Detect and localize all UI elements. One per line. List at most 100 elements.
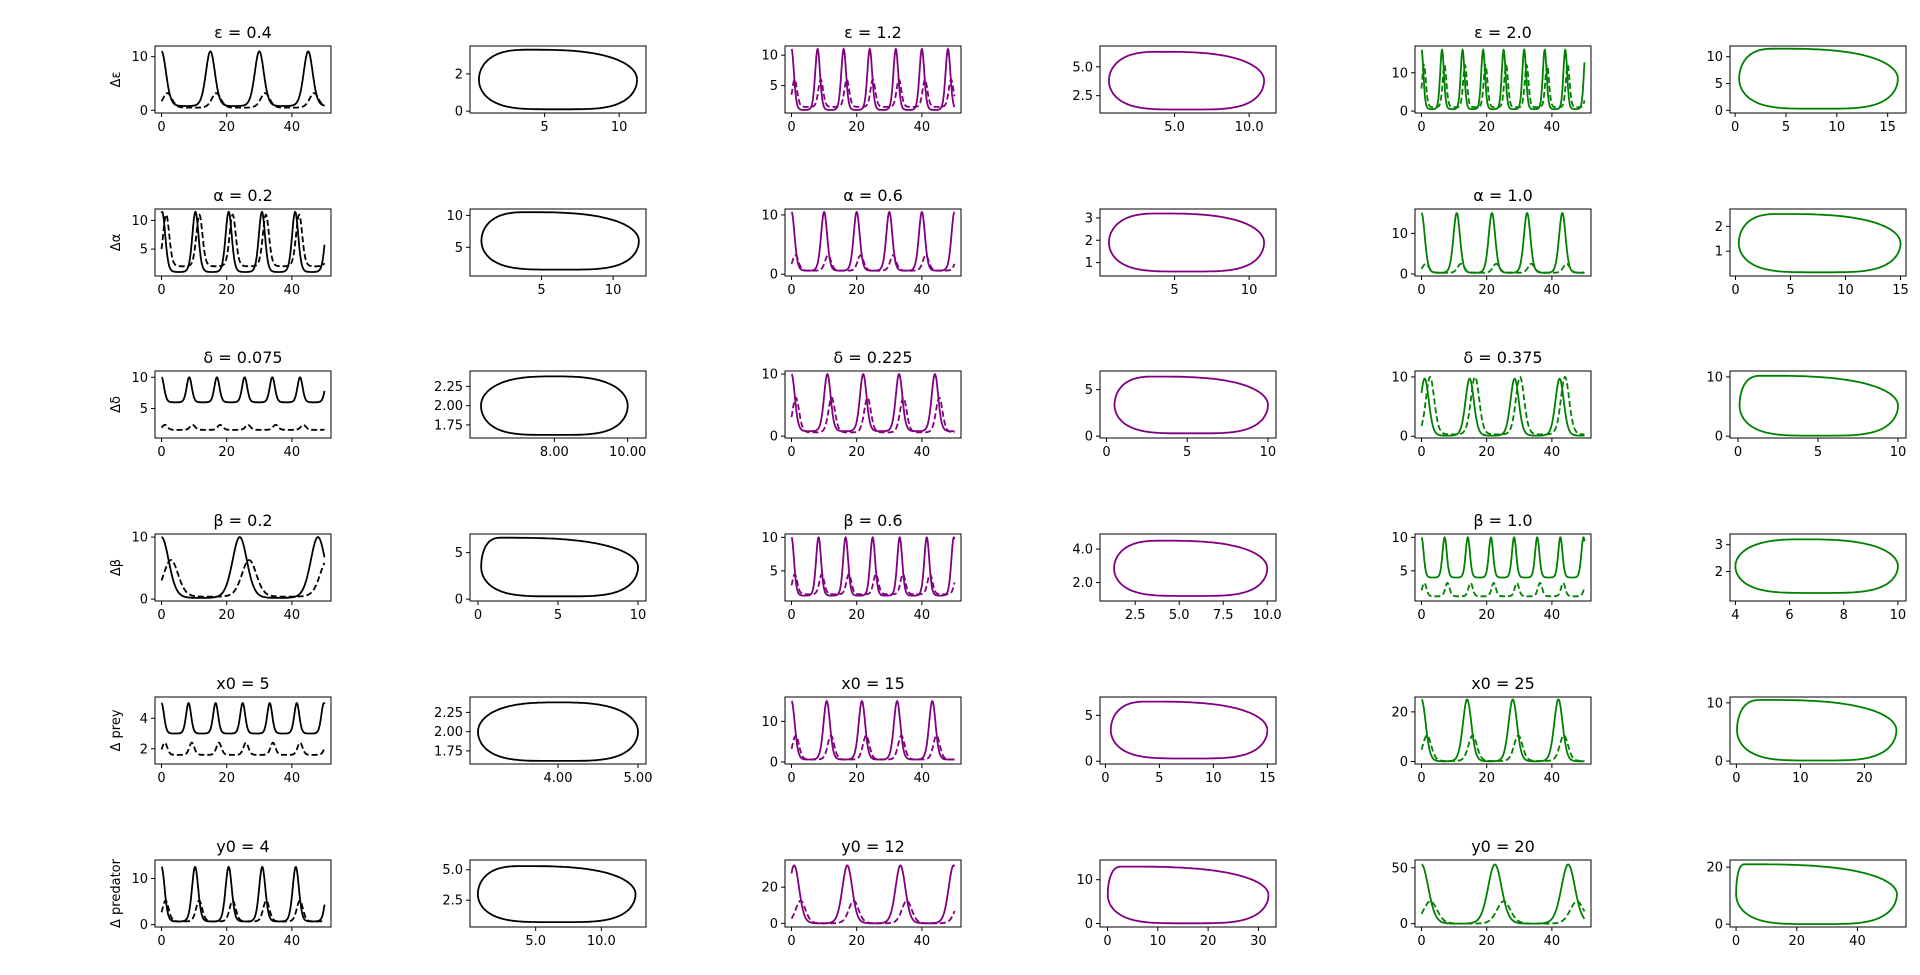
predator-series-line: [790, 78, 956, 108]
x-tick-label: 40: [914, 771, 931, 786]
x-tick-label: 10.0: [587, 934, 616, 949]
y-tick-label: 5: [455, 546, 463, 561]
axes-frame: [1099, 859, 1277, 928]
x-tick-label: 0: [157, 771, 165, 786]
x-tick-label: 5: [1155, 771, 1163, 786]
x-tick-label: 40: [1544, 120, 1561, 135]
y-tick-label: 0: [1400, 105, 1408, 120]
prey-series-line: [790, 210, 956, 272]
x-tick-label: 4: [1731, 608, 1739, 623]
x-tick-label: 0: [787, 283, 795, 298]
y-tick-label: 20: [761, 881, 778, 896]
phase-portrait-panel: 0 5 10 0 5: [455, 533, 647, 623]
x-tick-label: 40: [1544, 771, 1561, 786]
x-tick-label: 10: [1260, 445, 1277, 460]
x-tick-label: 5.00: [624, 771, 653, 786]
time-series-panel: 0 20 40 5 10 ε = 1.2: [761, 23, 962, 135]
phase-portrait-panel: 0 5 10 15 1 2: [1715, 208, 1909, 298]
y-tick-label: 0: [770, 755, 778, 770]
panel-title: α = 0.6: [843, 186, 903, 205]
y-tick-label: 10: [1391, 531, 1408, 546]
x-tick-label: 0: [157, 445, 165, 460]
y-tick-label: 5: [140, 402, 148, 417]
panel-title: β = 1.0: [1473, 511, 1532, 530]
y-tick-label: 2: [140, 742, 148, 757]
y-tick-label: 10: [446, 209, 463, 224]
y-tick-label: 5.0: [442, 863, 463, 878]
y-tick-label: 20: [1391, 705, 1408, 720]
axes-frame: [1099, 696, 1277, 765]
panel-title: y0 = 12: [841, 837, 905, 856]
time-series-panel: 0 20 40 5 10 δ = 0.075 Δδ: [109, 348, 332, 460]
phase-orbit-line: [1106, 865, 1270, 925]
x-tick-label: 20: [218, 120, 235, 135]
x-tick-label: 10: [611, 120, 628, 135]
x-tick-label: 5: [1170, 283, 1178, 298]
axes-frame: [1729, 208, 1907, 277]
x-tick-label: 0: [787, 934, 795, 949]
x-tick-label: 0: [157, 608, 165, 623]
y-tick-label: 0: [140, 918, 148, 933]
y-tick-label: 0: [770, 917, 778, 932]
y-tick-label: 0: [1400, 917, 1408, 932]
x-tick-label: 20: [848, 771, 865, 786]
y-tick-label: 50: [1391, 861, 1408, 876]
x-tick-label: 20: [1478, 608, 1495, 623]
x-tick-label: 40: [914, 934, 931, 949]
y-tick-label: 10: [131, 531, 148, 546]
time-series-panel: 0 20 40 0 10 α = 0.6: [761, 186, 962, 298]
phase-orbit-line: [480, 536, 639, 598]
panel-title: ε = 2.0: [1474, 23, 1532, 42]
panel-title: x0 = 5: [216, 674, 269, 693]
y-tick-label: 2.5: [442, 894, 463, 909]
x-tick-label: 0: [1734, 445, 1742, 460]
y-axis-label: Δβ: [109, 559, 124, 576]
prey-series-line: [1421, 863, 1586, 925]
x-tick-label: 40: [284, 120, 301, 135]
y-tick-label: 2: [1715, 220, 1723, 235]
y-tick-label: 5: [770, 564, 778, 579]
x-tick-label: 40: [284, 934, 301, 949]
phase-portrait-panel: 0 10 20 0 10: [1706, 696, 1907, 786]
y-tick-label: 2.5: [1072, 89, 1093, 104]
x-tick-label: 10.00: [609, 445, 646, 460]
y-tick-label: 10: [1391, 370, 1408, 385]
y-tick-label: 20: [1706, 861, 1723, 876]
y-tick-label: 0: [455, 105, 463, 120]
y-axis-label: Δ prey: [109, 709, 124, 751]
prey-series-line: [1421, 698, 1585, 763]
predator-series-line: [160, 92, 325, 109]
time-series-panel: 0 20 40 0 10 ε = 0.4 Δε: [109, 23, 332, 135]
y-tick-label: 10: [131, 50, 148, 65]
axes-frame: [784, 696, 962, 765]
phase-orbit-line: [1109, 700, 1269, 760]
x-tick-label: 10: [630, 608, 647, 623]
phase-orbit-line: [1736, 699, 1898, 762]
x-tick-label: 5: [1782, 120, 1790, 135]
x-tick-label: 40: [1849, 934, 1866, 949]
x-tick-label: 0: [1417, 934, 1425, 949]
x-tick-label: 40: [284, 608, 301, 623]
y-tick-label: 0: [1085, 430, 1093, 445]
axes-frame: [469, 370, 647, 439]
x-tick-label: 0: [1731, 283, 1739, 298]
panel-title: x0 = 15: [841, 674, 905, 693]
y-tick-label: 2: [455, 67, 463, 82]
phase-portrait-panel: 0 5 10 15 0 5: [1085, 696, 1277, 786]
x-tick-label: 0: [1103, 934, 1111, 949]
time-series-panel: 0 20 40 0 10 x0 = 15: [761, 674, 962, 786]
y-tick-label: 0: [1715, 918, 1723, 933]
phase-orbit-line: [1738, 374, 1899, 437]
x-tick-label: 10: [1150, 934, 1167, 949]
y-tick-label: 10: [131, 371, 148, 386]
phase-portrait-panel: 4.00 5.00 1.75 2.00 2.25: [434, 696, 653, 786]
x-tick-label: 0: [474, 608, 482, 623]
y-tick-label: 2: [1715, 565, 1723, 580]
x-tick-label: 6: [1785, 608, 1793, 623]
axes-frame: [154, 696, 332, 765]
prey-series-line: [161, 50, 325, 107]
phase-orbit-line: [477, 701, 639, 762]
axes-frame: [1729, 370, 1907, 439]
phase-portrait-panel: 4 6 8 10 2 3: [1715, 533, 1907, 623]
x-tick-label: 30: [1250, 934, 1267, 949]
